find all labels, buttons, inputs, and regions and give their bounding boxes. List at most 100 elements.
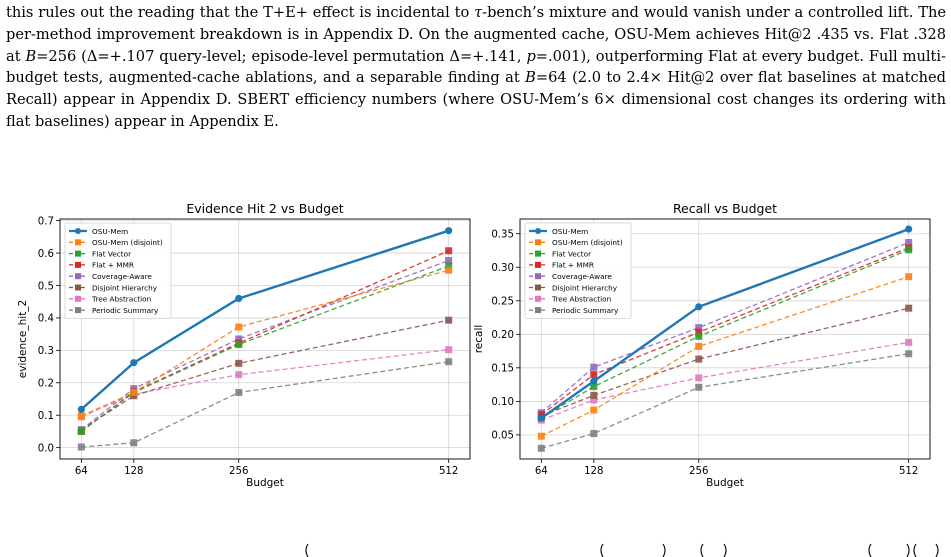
recall-chart: Recall vs Budget 0.05 0.10 0.15 0.20 0.25 0.30… — [473, 201, 931, 489]
series-line — [81, 349, 449, 418]
y-tick-label: 0.6 — [38, 249, 54, 260]
cut-off-text-line — [305, 543, 939, 557]
legend-label: OSU-Mem — [552, 227, 588, 236]
legend-marker — [75, 295, 81, 302]
x-tick-label: 128 — [584, 466, 603, 477]
legend-label: Flat Vector — [92, 249, 131, 258]
data-point — [590, 396, 598, 404]
data-point — [445, 247, 453, 255]
data-point — [235, 341, 243, 349]
data-point — [77, 443, 85, 451]
data-point — [695, 303, 703, 311]
legend-marker — [535, 273, 541, 280]
data-point — [445, 266, 453, 274]
legend-label: Periodic Summary — [92, 306, 159, 315]
y-tick-label: 0.1 — [38, 411, 54, 422]
legend-label: OSU-Mem (disjoint) — [552, 238, 623, 247]
legend-label: Tree Abstraction — [91, 295, 151, 304]
y-tick-label: 0.10 — [491, 397, 514, 408]
data-point — [130, 389, 138, 397]
legend-label: Coverage-Aware — [552, 272, 612, 281]
x-tick-label: 64 — [75, 466, 88, 477]
paragraph-text: this rules out the reading that the T+E+… — [6, 4, 475, 21]
series-line — [541, 276, 909, 437]
legend-label: Flat + MMR — [92, 261, 134, 270]
data-point — [235, 335, 243, 343]
data-point — [445, 358, 453, 366]
plot-frame — [519, 218, 931, 460]
legend-marker — [535, 228, 541, 234]
series-line — [540, 247, 909, 416]
series-line — [80, 229, 450, 411]
legend-marker — [75, 284, 81, 291]
legend-box — [64, 222, 172, 319]
data-point — [905, 304, 913, 312]
data-point — [537, 414, 545, 422]
legend-box — [524, 222, 632, 319]
data-point — [590, 377, 598, 385]
legend-marker — [535, 239, 541, 246]
legend-label: Flat Vector — [552, 249, 591, 258]
x-tick-label: 64 — [535, 466, 548, 477]
chart-title: Evidence Hit 2 vs Budget — [186, 201, 343, 216]
data-point — [77, 427, 85, 435]
series-line — [541, 341, 909, 421]
paragraph-text: =64 (2.0 to 2.4× Hit@2 over flat baselin… — [6, 69, 947, 130]
data-point — [695, 342, 703, 350]
y-axis-label: recall — [473, 325, 485, 354]
p-symbol: p — [526, 47, 536, 65]
data-point — [235, 323, 243, 331]
legend-label: Disjoint Hierarchy — [92, 283, 158, 292]
legend-label: OSU-Mem — [92, 227, 128, 236]
paragraph-text: =.001), outperforming Flat at every budg… — [6, 47, 946, 87]
legend-label: Periodic Summary — [552, 306, 619, 315]
data-point — [445, 316, 453, 324]
data-point — [77, 412, 85, 420]
y-tick-label: 0.30 — [491, 263, 514, 274]
legend-marker — [75, 261, 81, 268]
budget-symbol: B — [525, 69, 536, 87]
data-point — [695, 332, 703, 340]
data-point — [695, 383, 703, 391]
y-tick-label: 0.4 — [38, 314, 54, 325]
series-line — [80, 319, 449, 431]
y-axis-label: evidence_hit_2 — [17, 300, 29, 378]
y-tick-label: 0.0 — [38, 443, 54, 454]
data-point — [905, 338, 913, 346]
data-point — [695, 355, 703, 363]
series-line — [81, 269, 449, 417]
data-point — [590, 391, 598, 399]
y-tick-label: 0.5 — [38, 281, 54, 292]
legend-marker — [75, 250, 81, 257]
evidence-hit-chart: Evidence Hit 2 vs Budget 0.0 0.1 0.2 0.3 0.4 0… — [17, 201, 471, 489]
y-tick-label: 0.35 — [491, 230, 514, 241]
legend-label: Flat + MMR — [552, 261, 594, 270]
data-point — [235, 389, 243, 397]
legend-label: OSU-Mem (disjoint) — [92, 238, 163, 247]
data-point — [905, 350, 913, 358]
legend-marker — [75, 228, 81, 234]
y-tick-label: 0.25 — [491, 297, 514, 308]
x-tick-label: 128 — [124, 466, 143, 477]
x-tick-label: 512 — [439, 466, 458, 477]
paragraph-text: -bench’s mixture and would vanish under … — [6, 4, 946, 65]
legend-marker — [535, 261, 541, 268]
data-point — [590, 363, 598, 371]
data-point — [130, 359, 138, 367]
plot-frame — [59, 218, 471, 460]
data-point — [445, 346, 453, 354]
x-tick-label: 256 — [229, 466, 248, 477]
data-point — [445, 257, 453, 265]
series-line — [80, 265, 449, 432]
series-line — [541, 307, 909, 417]
data-point — [905, 238, 913, 246]
body-paragraph: this rules out the reading that the T+E+… — [6, 2, 946, 133]
y-tick-label: 0.2 — [38, 379, 54, 390]
legend-marker — [535, 295, 541, 302]
y-tick-label: 0.3 — [38, 346, 54, 357]
series-line — [80, 259, 449, 431]
data-point — [235, 371, 243, 379]
data-point — [905, 273, 913, 281]
series-line — [541, 353, 909, 449]
data-point — [695, 324, 703, 332]
